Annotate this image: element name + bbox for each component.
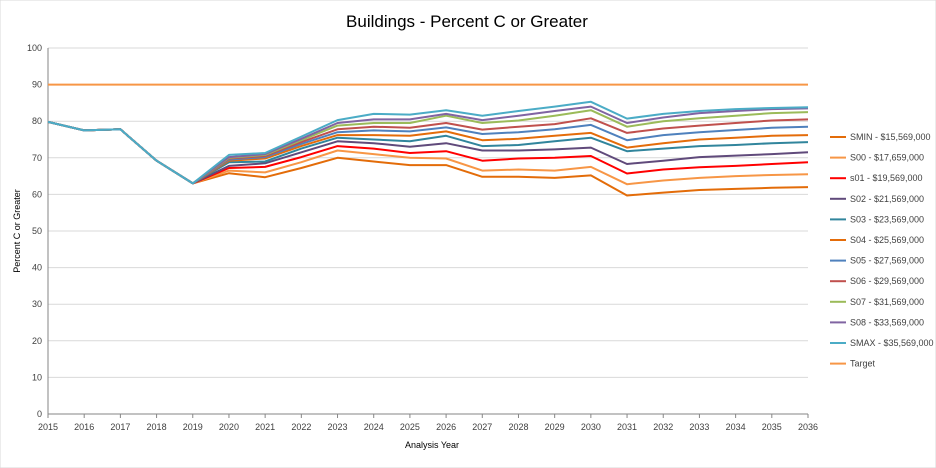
x-tick-label: 2036 [798, 422, 818, 432]
x-tick-label: 2018 [147, 422, 167, 432]
x-tick-label: 2028 [508, 422, 528, 432]
x-tick-label: 2023 [328, 422, 348, 432]
legend-label: S06 - $29,569,000 [850, 276, 924, 286]
legend-label: S02 - $21,569,000 [850, 194, 924, 204]
x-tick-label: 2025 [400, 422, 420, 432]
series-lines [47, 83, 809, 197]
legend-label: S00 - $17,659,000 [850, 153, 924, 163]
x-tick-label: 2024 [364, 422, 384, 432]
x-tick-label: 2034 [726, 422, 746, 432]
axes [47, 48, 809, 418]
legend-label: S07 - $31,569,000 [850, 297, 924, 307]
x-tick-label: 2031 [617, 422, 637, 432]
y-tick-label: 50 [32, 226, 42, 236]
x-tick-label: 2032 [653, 422, 673, 432]
x-tick-label: 2027 [472, 422, 492, 432]
legend-label: S05 - $27,569,000 [850, 256, 924, 266]
x-tick-label: 2020 [219, 422, 239, 432]
x-tick-label: 2033 [689, 422, 709, 432]
legend-label: S04 - $25,569,000 [850, 235, 924, 245]
x-tick-label: 2030 [581, 422, 601, 432]
y-tick-label: 0 [37, 409, 42, 419]
legend-label: s01 - $19,569,000 [850, 173, 923, 183]
y-tick-label: 20 [32, 336, 42, 346]
y-tick-label: 90 [32, 80, 42, 90]
y-tick-label: 40 [32, 263, 42, 273]
series-line [47, 100, 809, 185]
legend-label: SMIN - $15,569,000 [850, 132, 931, 142]
x-tick-label: 2026 [436, 422, 456, 432]
x-tick-label: 2019 [183, 422, 203, 432]
x-axis-title: Analysis Year [405, 440, 459, 450]
x-tick-label: 2022 [291, 422, 311, 432]
legend-label: Target [850, 359, 876, 369]
legend-label: S08 - $33,569,000 [850, 317, 924, 327]
x-tick-label: 2021 [255, 422, 275, 432]
x-tick-label: 2029 [545, 422, 565, 432]
legend-label: S03 - $23,569,000 [850, 214, 924, 224]
x-tick-label: 2035 [762, 422, 782, 432]
x-tick-label: 2017 [110, 422, 130, 432]
y-tick-label: 60 [32, 189, 42, 199]
x-tick-label: 2015 [38, 422, 58, 432]
chart-title: Buildings - Percent C or Greater [346, 12, 588, 31]
y-axis-title: Percent C or Greater [12, 189, 22, 273]
y-tick-label: 80 [32, 116, 42, 126]
x-tick-label: 2016 [74, 422, 94, 432]
y-tick-label: 10 [32, 372, 42, 382]
legend: SMIN - $15,569,000 S00 - $17,659,000 s01 -… [830, 132, 934, 369]
y-tick-label: 70 [32, 153, 42, 163]
y-tick-label: 30 [32, 299, 42, 309]
legend-label: SMAX - $35,569,000 [850, 338, 934, 348]
y-tick-label: 100 [27, 43, 42, 53]
